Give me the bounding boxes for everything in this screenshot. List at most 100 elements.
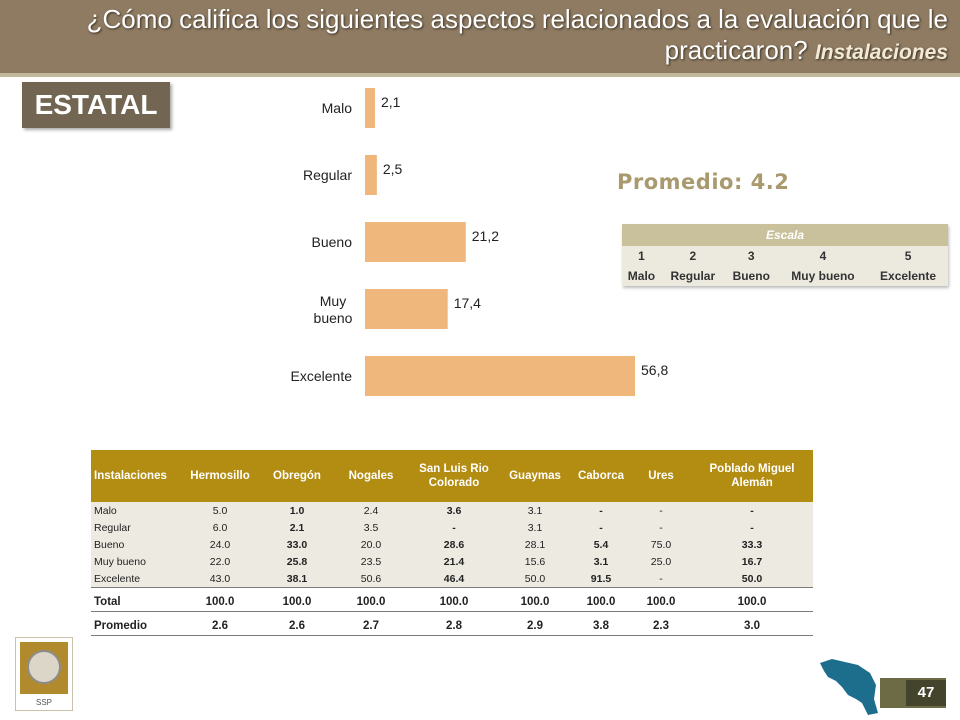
- table-cell: 33.3: [691, 536, 813, 553]
- table-cell: 100.0: [333, 593, 409, 612]
- escala-label: Malo: [622, 266, 661, 286]
- table-cell: -: [631, 502, 691, 519]
- table-row: Regular 6.0 2.1 3.5 - 3.1 - - -: [91, 519, 813, 536]
- bar-malo: [365, 88, 375, 128]
- table-cell: 3.0: [691, 617, 813, 636]
- bar-muy-bueno: [365, 289, 448, 329]
- category-label: Muy bueno: [314, 293, 353, 326]
- table-cell: 91.5: [571, 570, 631, 588]
- table-cell: -: [631, 570, 691, 588]
- seal-icon: [20, 642, 68, 694]
- ssp-logo: SSP: [15, 637, 73, 711]
- table-cell: -: [571, 519, 631, 536]
- promedio-row: Promedio 2.6 2.6 2.7 2.8 2.9 3.8 2.3 3.0: [91, 617, 813, 636]
- category-label: Excelente: [291, 368, 353, 384]
- row-label: Muy bueno: [91, 553, 179, 570]
- table-cell: 100.0: [631, 593, 691, 612]
- column-header: Hermosillo: [179, 450, 261, 502]
- table-cell: 100.0: [571, 593, 631, 612]
- logo-text: SSP: [35, 698, 52, 707]
- value-label: 17,4: [454, 295, 481, 311]
- table-row: Excelente 43.0 38.1 50.6 46.4 50.0 91.5 …: [91, 570, 813, 588]
- escala-number: 5: [868, 246, 948, 266]
- table-cell: 100.0: [409, 593, 499, 612]
- table-cell: 100.0: [179, 593, 261, 612]
- bar-excelente: [365, 356, 635, 396]
- title-subtitle: Instalaciones: [814, 41, 948, 64]
- table-cell: 28.6: [409, 536, 499, 553]
- table-cell: -: [409, 519, 499, 536]
- header-stripe: [0, 73, 960, 77]
- table-cell: 100.0: [261, 593, 333, 612]
- table-cell: 20.0: [333, 536, 409, 553]
- column-header: Poblado Miguel Alemán: [691, 450, 813, 502]
- table-cell: 5.4: [571, 536, 631, 553]
- category-label: Regular: [303, 167, 352, 183]
- sonora-map-icon: [820, 659, 878, 715]
- table-cell: 28.1: [499, 536, 571, 553]
- table-cell: 5.0: [179, 502, 261, 519]
- escala-title: Escala: [622, 224, 948, 246]
- total-row: Total 100.0 100.0 100.0 100.0 100.0 100.…: [91, 593, 813, 612]
- table-cell: 6.0: [179, 519, 261, 536]
- title-text: ¿Cómo califica los siguientes aspectos r…: [86, 4, 948, 65]
- page-title: ¿Cómo califica los siguientes aspectos r…: [48, 4, 948, 68]
- table-cell: 2.6: [261, 617, 333, 636]
- table-cell: 3.1: [571, 553, 631, 570]
- table-row: Bueno 24.0 33.0 20.0 28.6 28.1 5.4 75.0 …: [91, 536, 813, 553]
- page-number: 47: [906, 680, 946, 706]
- escala-table: Escala 1 2 3 4 5 Malo Regular Bueno Muy …: [622, 224, 948, 286]
- table-cell: -: [691, 519, 813, 536]
- table-cell: 15.6: [499, 553, 571, 570]
- column-header: Obregón: [261, 450, 333, 502]
- bar-bueno: [365, 222, 466, 262]
- table-cell: 50.6: [333, 570, 409, 588]
- row-label: Excelente: [91, 570, 179, 588]
- value-label: 56,8: [641, 362, 668, 378]
- table-cell: 16.7: [691, 553, 813, 570]
- row-label: Total: [91, 593, 179, 612]
- table-cell: 2.8: [409, 617, 499, 636]
- row-label: Regular: [91, 519, 179, 536]
- table-cell: 1.0: [261, 502, 333, 519]
- value-label: 2,1: [381, 94, 401, 110]
- table-cell: 21.4: [409, 553, 499, 570]
- table-cell: -: [631, 519, 691, 536]
- column-header: Instalaciones: [91, 450, 179, 502]
- escala-label: Muy bueno: [777, 266, 869, 286]
- table-cell: 100.0: [691, 593, 813, 612]
- escala-number: 2: [660, 246, 725, 266]
- table-row: Malo 5.0 1.0 2.4 3.6 3.1 - - -: [91, 502, 813, 519]
- column-header: Ures: [631, 450, 691, 502]
- section-label: ESTATAL: [22, 82, 170, 128]
- table-cell: 24.0: [179, 536, 261, 553]
- column-header: San Luis Rio Colorado: [409, 450, 499, 502]
- column-header: Nogales: [333, 450, 409, 502]
- table-cell: 3.6: [409, 502, 499, 519]
- value-label: 2,5: [383, 161, 403, 177]
- escala-label: Regular: [660, 266, 725, 286]
- table-cell: 33.0: [261, 536, 333, 553]
- promedio-label: Promedio: 4.2: [617, 170, 790, 194]
- table-cell: 22.0: [179, 553, 261, 570]
- row-label: Malo: [91, 502, 179, 519]
- escala-number: 4: [777, 246, 869, 266]
- escala-number: 1: [622, 246, 661, 266]
- category-label: Bueno: [312, 234, 353, 250]
- table-cell: 3.5: [333, 519, 409, 536]
- row-label: Promedio: [91, 617, 179, 636]
- table-cell: 2.4: [333, 502, 409, 519]
- table-cell: 75.0: [631, 536, 691, 553]
- bar-chart: Malo 2,1 Regular 2,5 Bueno 21,2 Muy bueno 17,4 Ex…: [291, 88, 668, 396]
- table-cell: 3.8: [571, 617, 631, 636]
- table-cell: 3.1: [499, 519, 571, 536]
- table-cell: 43.0: [179, 570, 261, 588]
- header-banner: ¿Cómo califica los siguientes aspectos r…: [0, 0, 960, 73]
- table-cell: 3.1: [499, 502, 571, 519]
- table-cell: 25.8: [261, 553, 333, 570]
- table-cell: 2.1: [261, 519, 333, 536]
- escala-numbers-row: 1 2 3 4 5: [622, 246, 948, 266]
- table-cell: 50.0: [691, 570, 813, 588]
- table-cell: 50.0: [499, 570, 571, 588]
- table-cell: 23.5: [333, 553, 409, 570]
